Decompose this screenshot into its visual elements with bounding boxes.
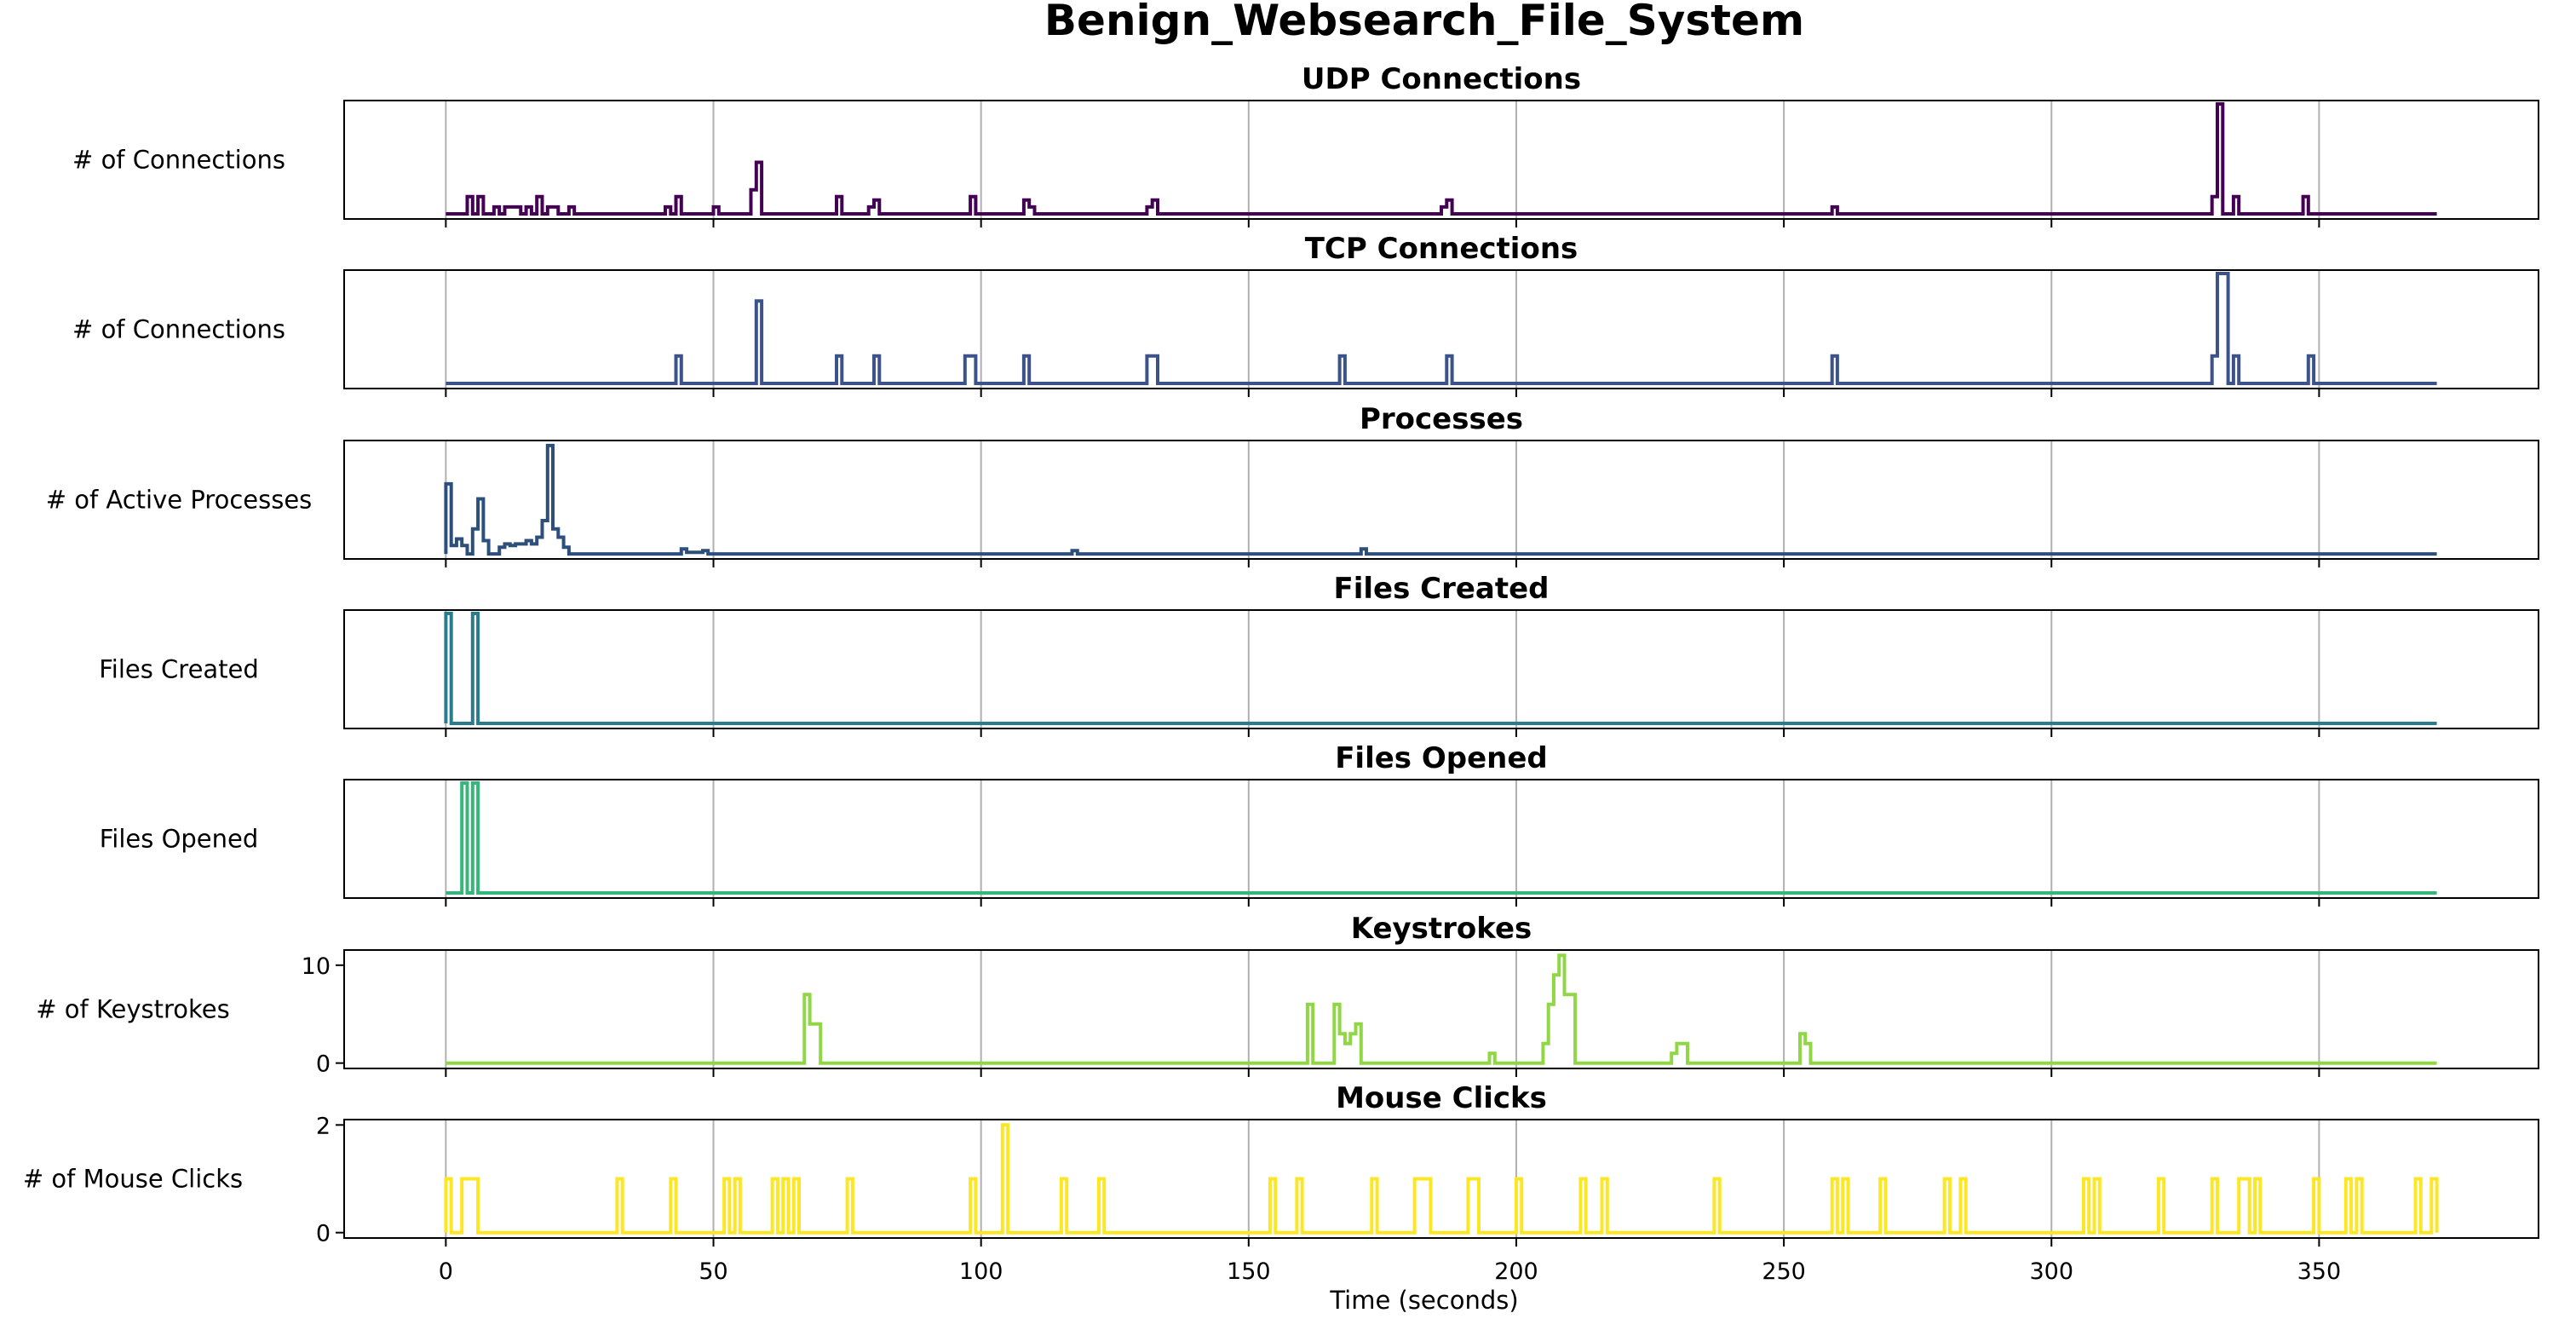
axes-frame-files_created [343,609,2539,729]
xtick-label-350: 350 [2297,1258,2342,1285]
series-line-udp [446,102,2437,216]
xtick-label-150: 150 [1227,1258,1271,1285]
y-axis-label-udp: # of Connections [72,146,285,175]
axes-frame-processes [343,440,2539,560]
series-line-keystrokes [446,953,2437,1065]
panel-files_created: Files Created Files Created [99,572,2539,737]
y-axis-label-keystrokes: # of Keystrokes [36,995,229,1024]
xtick-label-100: 100 [959,1258,1003,1285]
panel-processes: Processes # of Active Processes [46,402,2539,567]
y-axis-label-processes: # of Active Processes [46,486,313,515]
x-axis-label: Time (seconds) [1329,1286,1518,1315]
ytick-label-mouse-2: 2 [316,1113,331,1139]
panel-udp: UDP Connections # of Connections [72,62,2539,227]
axes-frame-mouse [343,1119,2539,1239]
y-axis-label-tcp: # of Connections [72,315,285,344]
xtick-label-250: 250 [1762,1258,1806,1285]
panel-files_opened: Files Opened Files Opened [100,741,2539,907]
axes-frame-files_opened [343,779,2539,899]
panel-tcp: TCP Connections # of Connections [72,232,2539,397]
ytick-label-keystrokes-10: 10 [302,953,331,980]
y-axis-label-files_opened: Files Opened [100,825,259,854]
panel-title-files_opened: Files Opened [1335,741,1548,775]
series-line-processes [444,443,2437,556]
xtick-label-300: 300 [2029,1258,2073,1285]
ytick-label-mouse-0: 0 [316,1221,331,1247]
panel-title-mouse: Mouse Clicks [1336,1081,1547,1115]
y-axis-label-mouse: # of Mouse Clicks [23,1165,243,1194]
panel-title-udp: UDP Connections [1302,62,1581,96]
series-line-files_created [444,612,2437,725]
xtick-label-200: 200 [1494,1258,1538,1285]
panel-title-tcp: TCP Connections [1305,232,1578,266]
panel-title-keystrokes: Keystrokes [1351,912,1532,946]
ytick-label-keystrokes-0: 0 [316,1051,331,1078]
panel-title-files_created: Files Created [1333,572,1549,606]
axes-frame-tcp [343,269,2539,389]
series-line-mouse [444,1123,2439,1235]
chart-title: Benign_Websearch_File_System [1044,0,1804,45]
panel-title-processes: Processes [1360,402,1523,436]
series-line-tcp [446,272,2437,385]
axes-frame-udp [343,100,2539,220]
y-axis-label-files_created: Files Created [99,655,259,684]
panel-keystrokes: 0 10 Keystrokes # of Keystrokes [36,912,2539,1078]
x-axis-ticks: 0 50 100 150 200 250 300 350 [439,1258,2341,1285]
axes-frame-keystrokes [343,949,2539,1069]
series-line-files_opened [446,781,2437,895]
xtick-label-50: 50 [699,1258,727,1285]
xtick-label-0: 0 [439,1258,453,1285]
panel-mouse: 0 2 Mouse Clicks # of Mouse Clicks [23,1081,2539,1247]
